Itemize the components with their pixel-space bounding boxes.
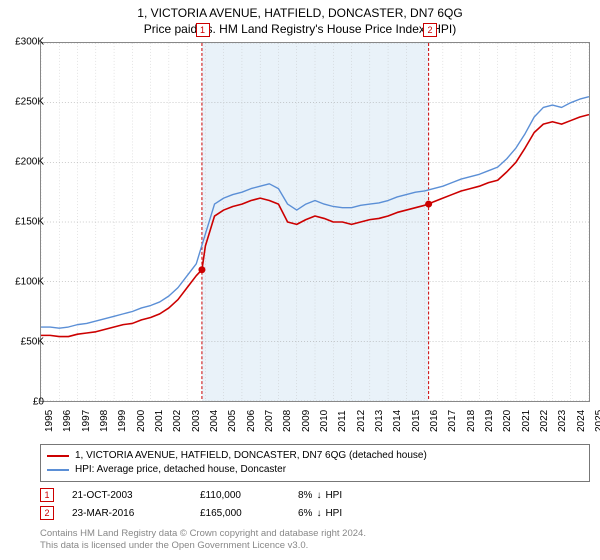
marker-label-1: 1 <box>196 23 210 37</box>
x-tick-label: 2016 <box>429 410 440 432</box>
event-price: £165,000 <box>200 508 280 519</box>
legend-swatch <box>47 455 69 457</box>
x-tick-label: 2003 <box>191 410 202 432</box>
x-tick-label: 2007 <box>264 410 275 432</box>
x-tick-label: 2004 <box>209 410 220 432</box>
chart-title: 1, VICTORIA AVENUE, HATFIELD, DONCASTER,… <box>0 0 600 20</box>
x-tick-label: 1995 <box>44 410 55 432</box>
marker-dot <box>425 201 432 208</box>
x-tick-label: 1997 <box>81 410 92 432</box>
chart-plot-area: 12 <box>40 42 590 402</box>
legend-text: 1, VICTORIA AVENUE, HATFIELD, DONCASTER,… <box>75 449 427 463</box>
footer-line-2: This data is licensed under the Open Gov… <box>40 540 590 552</box>
x-tick-label: 2021 <box>521 410 532 432</box>
event-marker-icon: 2 <box>40 506 54 520</box>
x-tick-label: 2018 <box>466 410 477 432</box>
x-tick-label: 2001 <box>154 410 165 432</box>
y-tick-label: £250K <box>15 97 44 108</box>
x-tick-label: 1998 <box>99 410 110 432</box>
event-marker-icon: 1 <box>40 488 54 502</box>
event-diff: 8% ↓ HPI <box>298 490 342 501</box>
chart-subtitle: Price paid vs. HM Land Registry's House … <box>0 20 600 36</box>
x-tick-label: 2005 <box>227 410 238 432</box>
y-tick-label: £200K <box>15 157 44 168</box>
x-tick-label: 2023 <box>557 410 568 432</box>
x-tick-label: 2010 <box>319 410 330 432</box>
x-tick-label: 2019 <box>484 410 495 432</box>
event-diff-ref: HPI <box>325 508 342 519</box>
event-row: 1 21-OCT-2003 £110,000 8% ↓ HPI <box>40 486 590 504</box>
x-tick-label: 2006 <box>246 410 257 432</box>
y-tick-label: £50K <box>21 337 44 348</box>
x-tick-label: 2017 <box>447 410 458 432</box>
event-date: 23-MAR-2016 <box>72 508 182 519</box>
event-diff-pct: 8% <box>298 490 312 501</box>
footer-attribution: Contains HM Land Registry data © Crown c… <box>40 528 590 552</box>
x-tick-label: 2000 <box>136 410 147 432</box>
chart-container: 1, VICTORIA AVENUE, HATFIELD, DONCASTER,… <box>0 0 600 560</box>
chart-svg <box>41 43 589 401</box>
arrow-down-icon: ↓ <box>316 508 321 519</box>
arrow-down-icon: ↓ <box>316 490 321 501</box>
event-row: 2 23-MAR-2016 £165,000 6% ↓ HPI <box>40 504 590 522</box>
event-date: 21-OCT-2003 <box>72 490 182 501</box>
x-tick-label: 2022 <box>539 410 550 432</box>
x-tick-label: 2015 <box>411 410 422 432</box>
legend-row: 1, VICTORIA AVENUE, HATFIELD, DONCASTER,… <box>47 449 583 463</box>
x-tick-label: 1999 <box>117 410 128 432</box>
event-diff-pct: 6% <box>298 508 312 519</box>
y-tick-label: £100K <box>15 277 44 288</box>
y-tick-label: £0 <box>33 397 44 408</box>
x-tick-label: 2012 <box>356 410 367 432</box>
marker-label-2: 2 <box>423 23 437 37</box>
x-tick-label: 2008 <box>282 410 293 432</box>
legend: 1, VICTORIA AVENUE, HATFIELD, DONCASTER,… <box>40 444 590 482</box>
legend-swatch <box>47 469 69 471</box>
x-tick-label: 2013 <box>374 410 385 432</box>
y-tick-label: £150K <box>15 217 44 228</box>
x-tick-label: 2025 <box>594 410 600 432</box>
x-tick-label: 2009 <box>301 410 312 432</box>
y-tick-label: £300K <box>15 37 44 48</box>
x-tick-label: 2002 <box>172 410 183 432</box>
event-list: 1 21-OCT-2003 £110,000 8% ↓ HPI 2 23-MAR-2016 £1… <box>40 486 590 522</box>
marker-dot <box>198 266 205 273</box>
event-price: £110,000 <box>200 490 280 501</box>
x-tick-label: 2014 <box>392 410 403 432</box>
event-diff: 6% ↓ HPI <box>298 508 342 519</box>
legend-row: HPI: Average price, detached house, Donc… <box>47 463 583 477</box>
event-diff-ref: HPI <box>325 490 342 501</box>
x-tick-label: 2011 <box>337 410 348 432</box>
legend-text: HPI: Average price, detached house, Donc… <box>75 463 286 477</box>
x-tick-label: 2020 <box>502 410 513 432</box>
x-tick-label: 2024 <box>576 410 587 432</box>
footer-line-1: Contains HM Land Registry data © Crown c… <box>40 528 590 540</box>
x-tick-label: 1996 <box>62 410 73 432</box>
